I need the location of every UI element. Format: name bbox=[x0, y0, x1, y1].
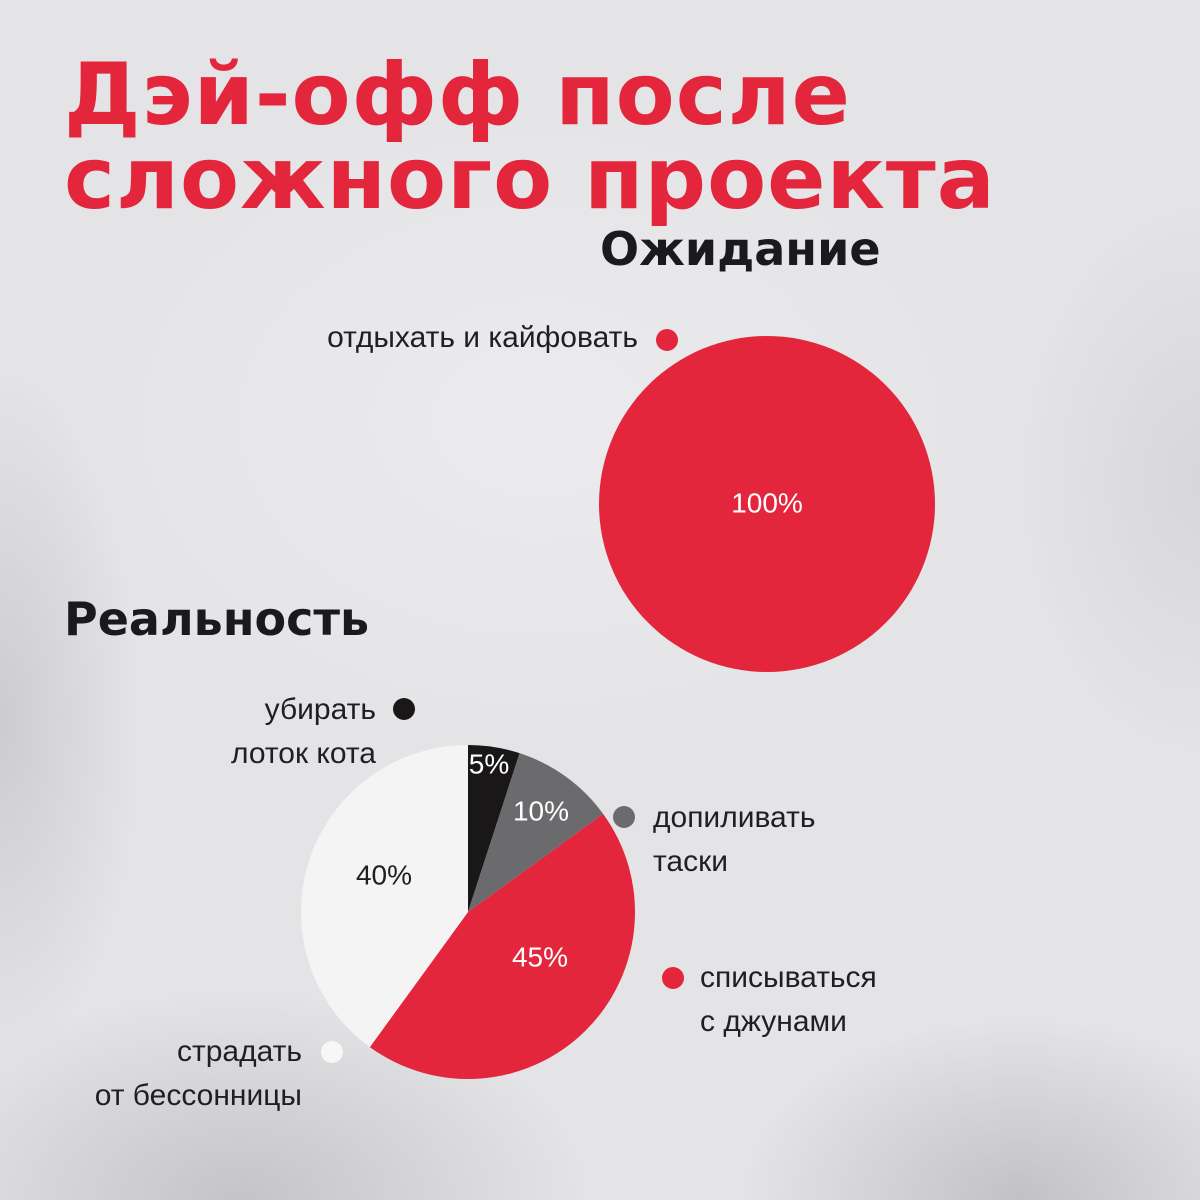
reality-pie-slice-0 bbox=[468, 745, 520, 912]
legend-dot-insomnia bbox=[321, 1041, 343, 1063]
legend-label-tasks: допиливать таски bbox=[653, 801, 816, 878]
reality-pie-value-label-3: 40% bbox=[356, 859, 412, 890]
page-title-line-2: сложного проекта bbox=[64, 129, 996, 229]
reality-pie-slice-1 bbox=[468, 753, 604, 912]
legend-dot-relax bbox=[656, 329, 678, 351]
legend-label-cat-litter: убирать лоток кота bbox=[231, 693, 376, 770]
legend-dot-juniors bbox=[662, 967, 684, 989]
reality-chart-title: Реальность bbox=[64, 592, 370, 646]
legend-label-insomnia: страдать от бессонницы bbox=[94, 1035, 302, 1112]
reality-pie-value-label-1: 10% bbox=[513, 795, 569, 826]
page-title-line-1: Дэй-офф после bbox=[64, 45, 851, 145]
reality-pie-value-label-0: 5% bbox=[469, 748, 509, 779]
legend-dot-cat-litter bbox=[393, 698, 415, 720]
reality-pie-slice-3 bbox=[301, 745, 468, 1048]
legend-dot-tasks bbox=[613, 806, 635, 828]
expectation-chart-title: Ожидание bbox=[600, 222, 881, 276]
legend-label-relax: отдыхать и кайфовать bbox=[327, 321, 638, 354]
expectation-pie-value-label-0: 100% bbox=[731, 487, 803, 518]
expectation-pie: 100% bbox=[599, 336, 935, 672]
legend-label-juniors: списываться с джунами bbox=[700, 961, 877, 1038]
expectation-pie-slice-0 bbox=[599, 336, 935, 672]
reality-pie-slice-2 bbox=[369, 813, 636, 1079]
reality-pie-value-label-2: 45% bbox=[512, 941, 568, 972]
reality-pie: 5%10% 45% 40% bbox=[301, 745, 636, 1079]
